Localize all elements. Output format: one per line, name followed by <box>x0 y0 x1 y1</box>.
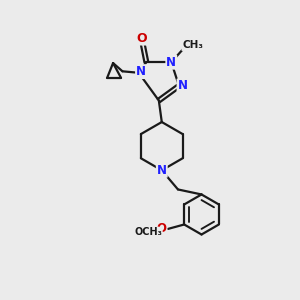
Text: O: O <box>136 32 147 44</box>
Text: N: N <box>157 164 167 177</box>
Text: OCH₃: OCH₃ <box>134 227 162 237</box>
Text: N: N <box>136 65 146 78</box>
Text: O: O <box>157 222 166 236</box>
Text: CH₃: CH₃ <box>182 40 203 50</box>
Text: N: N <box>166 56 176 69</box>
Text: N: N <box>178 80 188 92</box>
